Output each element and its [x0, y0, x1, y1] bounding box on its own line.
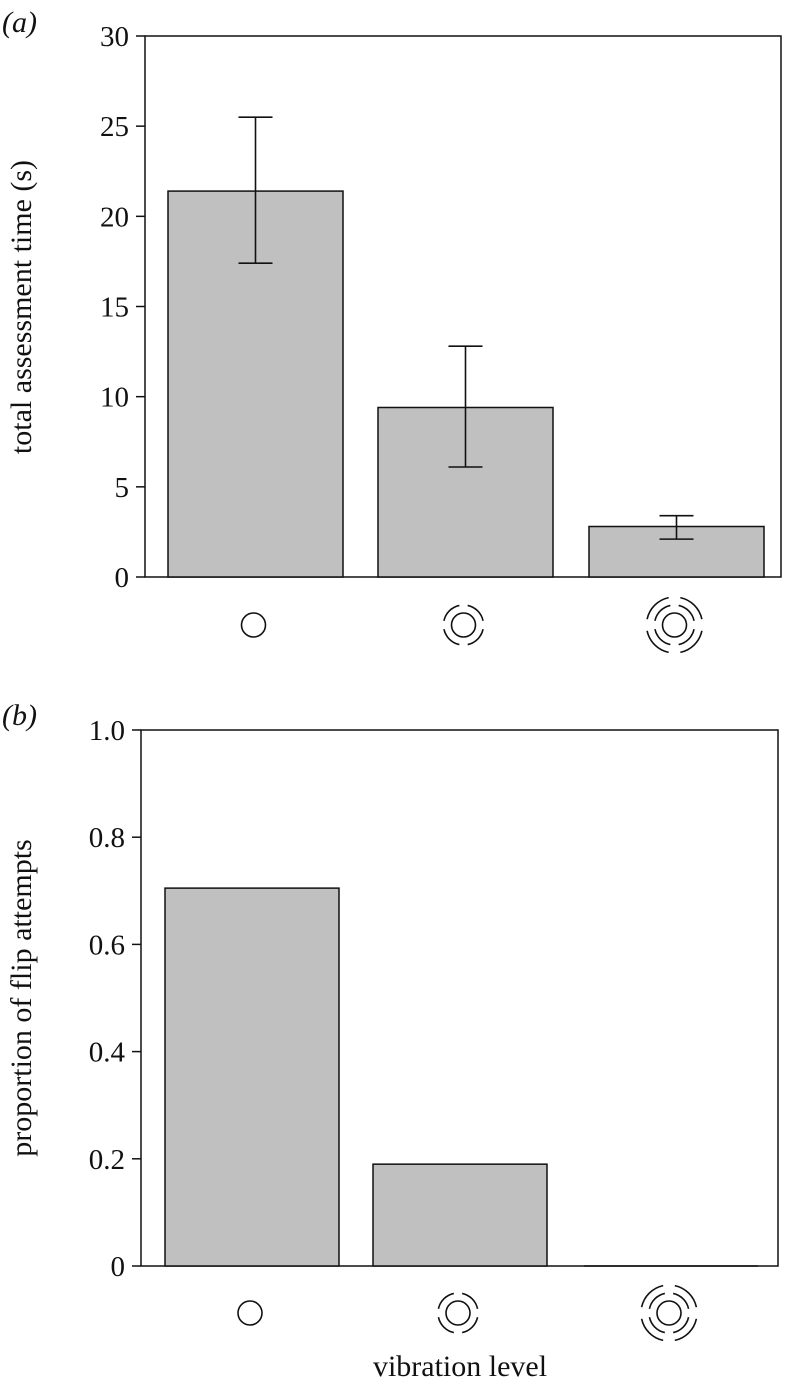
panel-a-label: (a) — [2, 6, 37, 39]
panel-b-label: (b) — [2, 699, 37, 732]
panel-a-y-tick-label: 0 — [115, 562, 130, 594]
panel-a-y-axis-label: total assessment time (s) — [5, 160, 38, 454]
panel-a-y-tick-label: 25 — [100, 111, 129, 143]
panel-b-x-axis-label: vibration level — [373, 1350, 547, 1383]
panel-a-error-bar — [238, 116, 273, 265]
panel-b-y-tick-label: 0.2 — [89, 1144, 125, 1176]
panel-b-y-axis-label: proportion of flip attempts — [5, 839, 38, 1156]
panel-a-y-tick-label: 5 — [115, 472, 130, 504]
panel-a-error-bar — [448, 345, 483, 468]
panel-a-error-bar — [659, 514, 694, 540]
panel-b-bar — [372, 1163, 548, 1267]
vibration-level-0-icon — [240, 612, 267, 638]
panel-a-y-tick-label: 30 — [100, 21, 129, 53]
panel-b-y-tick-label: 1.0 — [89, 715, 125, 747]
panel-b-y-tick-label: 0 — [111, 1251, 126, 1283]
panel-a-x-category-icons — [240, 596, 703, 654]
vibration-level-1-icon — [437, 1292, 479, 1334]
panel-b-y-ticks: 0 0.2 0.4 0.6 0.8 1.0 — [89, 715, 141, 1283]
panel-b-bars — [164, 887, 758, 1267]
panel-b-y-tick-label: 0.4 — [89, 1037, 126, 1069]
vibration-level-2-icon — [646, 596, 703, 654]
vibration-level-0-icon — [237, 1300, 263, 1326]
panel-a-y-tick-label: 10 — [100, 382, 129, 414]
vibration-level-1-icon — [443, 604, 484, 646]
panel-b-bar — [164, 887, 340, 1267]
vibration-level-2-icon — [640, 1284, 698, 1342]
panel-b: (b) proportion of flip attempts vibratio… — [2, 699, 779, 1383]
panel-b-y-tick-label: 0.8 — [89, 822, 125, 854]
panel-a: (a) total assessment time (s) 0 5 10 15 20 25… — [2, 6, 782, 654]
panel-b-x-category-icons — [237, 1284, 698, 1342]
panel-a-y-tick-label: 20 — [100, 201, 129, 233]
panel-a-y-tick-label: 15 — [100, 292, 129, 324]
panel-a-y-ticks: 0 5 10 15 20 25 30 — [100, 21, 145, 594]
panel-b-y-tick-label: 0.6 — [89, 929, 125, 961]
panel-a-error-bars — [238, 116, 694, 540]
